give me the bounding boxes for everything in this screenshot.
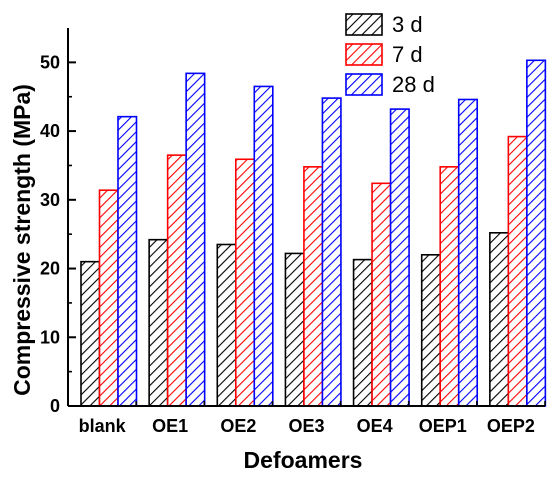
bar-oe4-series-1: [371, 182, 392, 407]
x-axis-title: Defoamers: [244, 447, 363, 473]
legend-swatch-series-0: [345, 13, 383, 36]
bar-oe1-series-1: [166, 154, 187, 407]
axes: [67, 28, 546, 407]
bar-oe1-series-0: [148, 238, 169, 407]
y-tick-label: 50: [40, 52, 60, 72]
bar-oep2-series-1: [507, 135, 528, 407]
bar-oep2-series-0: [489, 232, 510, 407]
bar-oe2-series-1: [234, 158, 256, 407]
x-tick-label-oe1: OE1: [152, 416, 188, 436]
bar-oe3-series-2: [321, 97, 342, 407]
legend: 3 d 7 d 28 d: [345, 12, 435, 97]
legend-swatch-series-1: [345, 43, 383, 66]
bar-oe4-series-0: [352, 258, 373, 407]
bar-series-group: [80, 59, 547, 407]
y-tick-label: 30: [40, 190, 60, 210]
bar-oep1-series-1: [439, 166, 460, 407]
y-tick-label: 20: [40, 259, 60, 279]
y-tick-label: 40: [40, 121, 60, 141]
legend-label-series-2: 28 d: [392, 72, 435, 97]
tick-labels: 0 10 20 30 40 50 blank OE1 OE2 OE3 OE4 OEP1 OEP2: [40, 52, 535, 436]
bar-oep1-series-2: [457, 98, 479, 407]
x-tick-label-oep2: OEP2: [487, 416, 535, 436]
bar-oe3-series-1: [303, 166, 324, 407]
bar-oe3-series-0: [284, 252, 305, 407]
bar-oe1-series-2: [185, 72, 206, 407]
y-tick-label: 10: [40, 327, 60, 347]
legend-swatch-series-2: [345, 73, 383, 96]
x-tick-label-blank: blank: [79, 416, 127, 436]
x-tick-label-oe3: OE3: [288, 416, 324, 436]
x-tick-label-oe4: OE4: [357, 416, 393, 436]
bar-oe4-series-2: [389, 108, 410, 407]
y-tick-label: 0: [50, 396, 60, 416]
bar-oep2-series-2: [526, 59, 547, 407]
legend-label-series-0: 3 d: [392, 12, 423, 37]
x-tick-label-oe2: OE2: [220, 416, 256, 436]
y-axis-title: Compressive strength (MPa): [9, 84, 35, 396]
bar-blank-series-0: [80, 260, 101, 407]
x-tick-label-oep1: OEP1: [419, 416, 467, 436]
bar-oep1-series-0: [420, 254, 442, 407]
bar-blank-series-1: [98, 189, 119, 407]
bar-blank-series-2: [117, 115, 138, 407]
bar-oe2-series-0: [216, 243, 237, 407]
legend-label-series-1: 7 d: [392, 42, 423, 67]
bar-oe2-series-2: [253, 85, 274, 407]
